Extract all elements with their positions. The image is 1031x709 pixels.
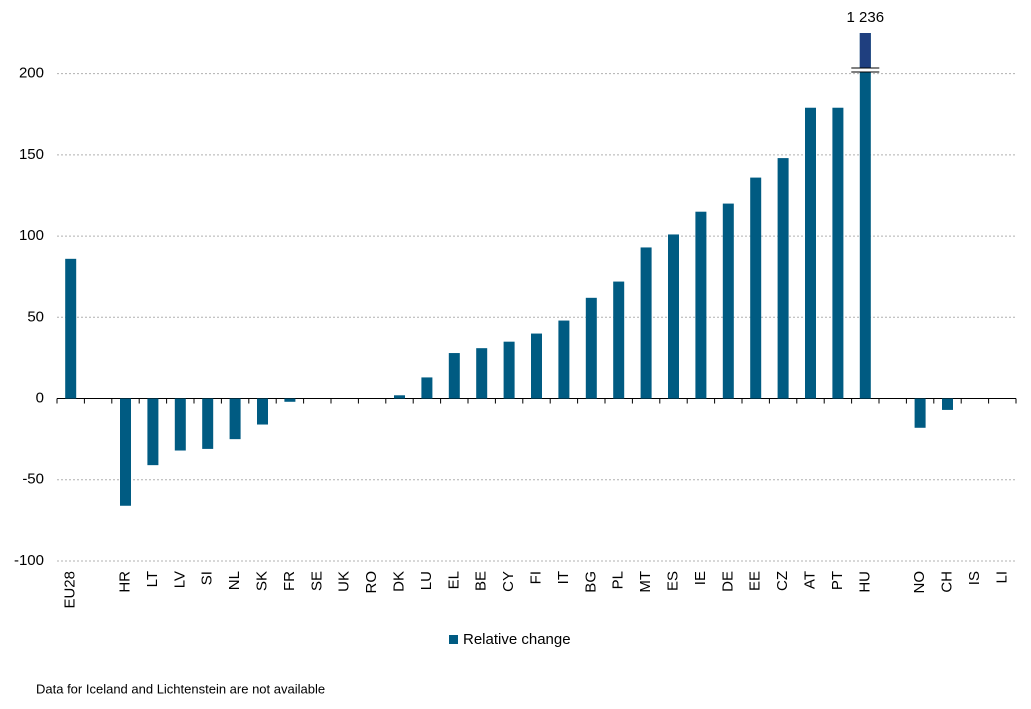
bar	[503, 341, 515, 399]
y-tick-label: 0	[36, 390, 44, 407]
x-tick-label: PT	[829, 571, 846, 590]
x-tick-label: FR	[281, 571, 298, 591]
bar	[257, 398, 268, 425]
y-tick-label: -50	[22, 471, 44, 488]
bar	[229, 398, 241, 440]
x-tick-label: MT	[637, 571, 654, 593]
x-tick-label: HU	[856, 571, 873, 593]
bars	[65, 33, 953, 506]
x-tick-label: EL	[445, 571, 462, 589]
bar	[613, 281, 625, 399]
legend-label: Relative change	[463, 631, 571, 648]
x-tick-label: PL	[610, 571, 627, 589]
x-tick-label: NO	[911, 571, 928, 594]
bar	[202, 398, 214, 449]
bar	[174, 398, 186, 451]
footnote: Data for Iceland and Lichtenstein are no…	[36, 681, 325, 696]
y-tick-label: -100	[14, 552, 44, 569]
bar	[832, 107, 844, 399]
x-tick-label: DE	[719, 571, 736, 592]
bar	[65, 258, 77, 399]
x-tick-label: CH	[938, 571, 955, 593]
x-tick-label: EU28	[62, 571, 79, 609]
x-tick-label: RO	[363, 571, 380, 594]
x-tick-label: BE	[473, 571, 490, 591]
bar	[859, 33, 871, 399]
bar	[448, 353, 460, 399]
bar	[640, 247, 652, 399]
bar	[750, 177, 762, 399]
x-tick-label: AT	[801, 571, 818, 589]
bar	[914, 398, 926, 428]
y-tick-label: 100	[19, 227, 44, 244]
x-tick-label: SK	[253, 571, 270, 591]
bar	[777, 158, 789, 399]
x-tick-label: EE	[747, 571, 764, 591]
bar	[558, 320, 570, 399]
bar	[668, 234, 679, 399]
x-tick-label: LU	[418, 571, 435, 590]
bar	[394, 395, 405, 399]
bar	[476, 348, 488, 399]
x-tick-label: IE	[692, 571, 709, 585]
x-tick-label: FI	[527, 571, 544, 584]
bar	[147, 398, 159, 466]
x-tick-label: IT	[555, 571, 572, 584]
x-tick-label: ES	[664, 571, 681, 591]
y-tick-label: 200	[19, 65, 44, 82]
x-tick-label: IS	[966, 571, 983, 585]
bar	[942, 398, 953, 410]
x-tick-label: CZ	[774, 571, 791, 591]
x-tick-label: CY	[500, 571, 517, 592]
x-tick-label: LT	[144, 571, 161, 587]
bar	[695, 211, 707, 399]
x-tick-label: DK	[390, 571, 407, 592]
x-tick-label: BG	[582, 571, 599, 593]
x-tick-label: LI	[993, 571, 1010, 584]
x-tick-label: HR	[116, 571, 133, 593]
bar-top	[859, 33, 871, 70]
x-tick-label: NL	[226, 571, 243, 590]
x-tick-label: UK	[336, 571, 353, 592]
bar	[120, 398, 131, 506]
bar	[284, 398, 296, 402]
x-tick-label: SE	[308, 571, 325, 591]
y-tick-label: 150	[19, 146, 44, 163]
legend-marker	[449, 635, 458, 644]
bar	[585, 297, 597, 399]
bar	[421, 377, 433, 399]
axis-break	[851, 68, 880, 72]
x-tick-label: LV	[171, 571, 188, 588]
y-tick-label: 50	[27, 308, 44, 325]
data-label: 1 236	[847, 9, 885, 26]
x-tick-label: SI	[199, 571, 216, 585]
bar	[722, 203, 734, 399]
bar	[805, 107, 816, 399]
bar	[531, 333, 542, 399]
